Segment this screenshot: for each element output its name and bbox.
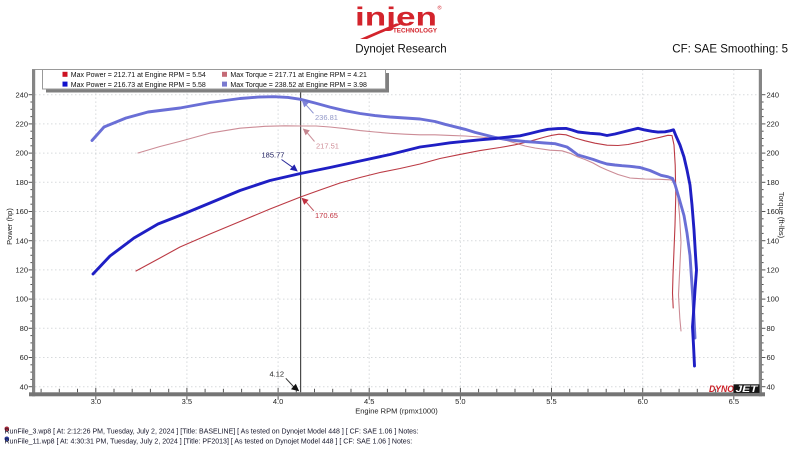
svg-text:140: 140 <box>15 236 28 245</box>
svg-text:Torque (ft-lbs): Torque (ft-lbs) <box>777 192 786 239</box>
svg-text:120: 120 <box>15 266 28 275</box>
svg-text:3.5: 3.5 <box>182 397 192 406</box>
svg-text:5.0: 5.0 <box>455 397 465 406</box>
svg-text:Max Torque = 217.71 at Engine: Max Torque = 217.71 at Engine RPM = 4.21 <box>230 72 367 79</box>
svg-text:100: 100 <box>15 295 28 304</box>
svg-text:240: 240 <box>767 90 780 99</box>
svg-text:6.5: 6.5 <box>729 397 739 406</box>
svg-text:60: 60 <box>767 353 775 362</box>
svg-text:Max Torque = 238.52 at Engine: Max Torque = 238.52 at Engine RPM = 3.98 <box>230 82 367 89</box>
svg-text:4.5: 4.5 <box>364 397 374 406</box>
svg-text:JET: JET <box>736 384 759 395</box>
svg-text:160: 160 <box>15 207 28 216</box>
svg-text:60: 60 <box>20 353 28 362</box>
svg-text:40: 40 <box>20 382 28 391</box>
svg-text:217.51: 217.51 <box>316 141 339 150</box>
svg-text:220: 220 <box>767 120 780 129</box>
svg-text:Dynojet Research: Dynojet Research <box>355 44 446 56</box>
svg-text:120: 120 <box>767 266 780 275</box>
svg-text:236.81: 236.81 <box>315 113 338 122</box>
svg-text:RunFile_3.wp8 [ At: 2:12:26 PM: RunFile_3.wp8 [ At: 2:12:26 PM, Tuesday,… <box>5 428 419 435</box>
svg-text:4.12: 4.12 <box>270 369 285 378</box>
svg-text:185.77: 185.77 <box>262 151 285 160</box>
svg-text:3.0: 3.0 <box>91 397 101 406</box>
svg-text:100: 100 <box>767 295 780 304</box>
svg-text:80: 80 <box>20 324 28 333</box>
svg-text:140: 140 <box>767 236 780 245</box>
svg-text:®: ® <box>438 5 442 12</box>
svg-text:40: 40 <box>767 382 775 391</box>
svg-text:TECHNOLOGY: TECHNOLOGY <box>393 27 437 34</box>
svg-text:200: 200 <box>767 149 780 158</box>
svg-text:180: 180 <box>15 178 28 187</box>
svg-text:240: 240 <box>15 90 28 99</box>
svg-text:RunFile_11.wp8 [ At: 4:30:31 P: RunFile_11.wp8 [ At: 4:30:31 PM, Tuesday… <box>5 438 413 445</box>
svg-text:180: 180 <box>767 178 780 187</box>
svg-text:5.5: 5.5 <box>546 397 556 406</box>
svg-text:Max Power = 212.71 at Engine R: Max Power = 212.71 at Engine RPM = 5.54 <box>71 72 206 79</box>
svg-text:170.65: 170.65 <box>315 211 338 220</box>
svg-text:200: 200 <box>15 149 28 158</box>
svg-text:160: 160 <box>767 207 780 216</box>
svg-text:CF: SAE Smoothing: 5: CF: SAE Smoothing: 5 <box>672 44 788 56</box>
svg-text:4.0: 4.0 <box>273 397 283 406</box>
svg-text:80: 80 <box>767 324 775 333</box>
svg-text:6.0: 6.0 <box>637 397 647 406</box>
svg-text:Engine RPM (rpmx1000): Engine RPM (rpmx1000) <box>355 407 438 416</box>
svg-text:DYNO: DYNO <box>709 384 735 395</box>
svg-text:220: 220 <box>15 120 28 129</box>
svg-text:Power (hp): Power (hp) <box>5 208 14 245</box>
svg-text:Max Power = 216.73 at Engine R: Max Power = 216.73 at Engine RPM = 5.58 <box>71 82 206 89</box>
